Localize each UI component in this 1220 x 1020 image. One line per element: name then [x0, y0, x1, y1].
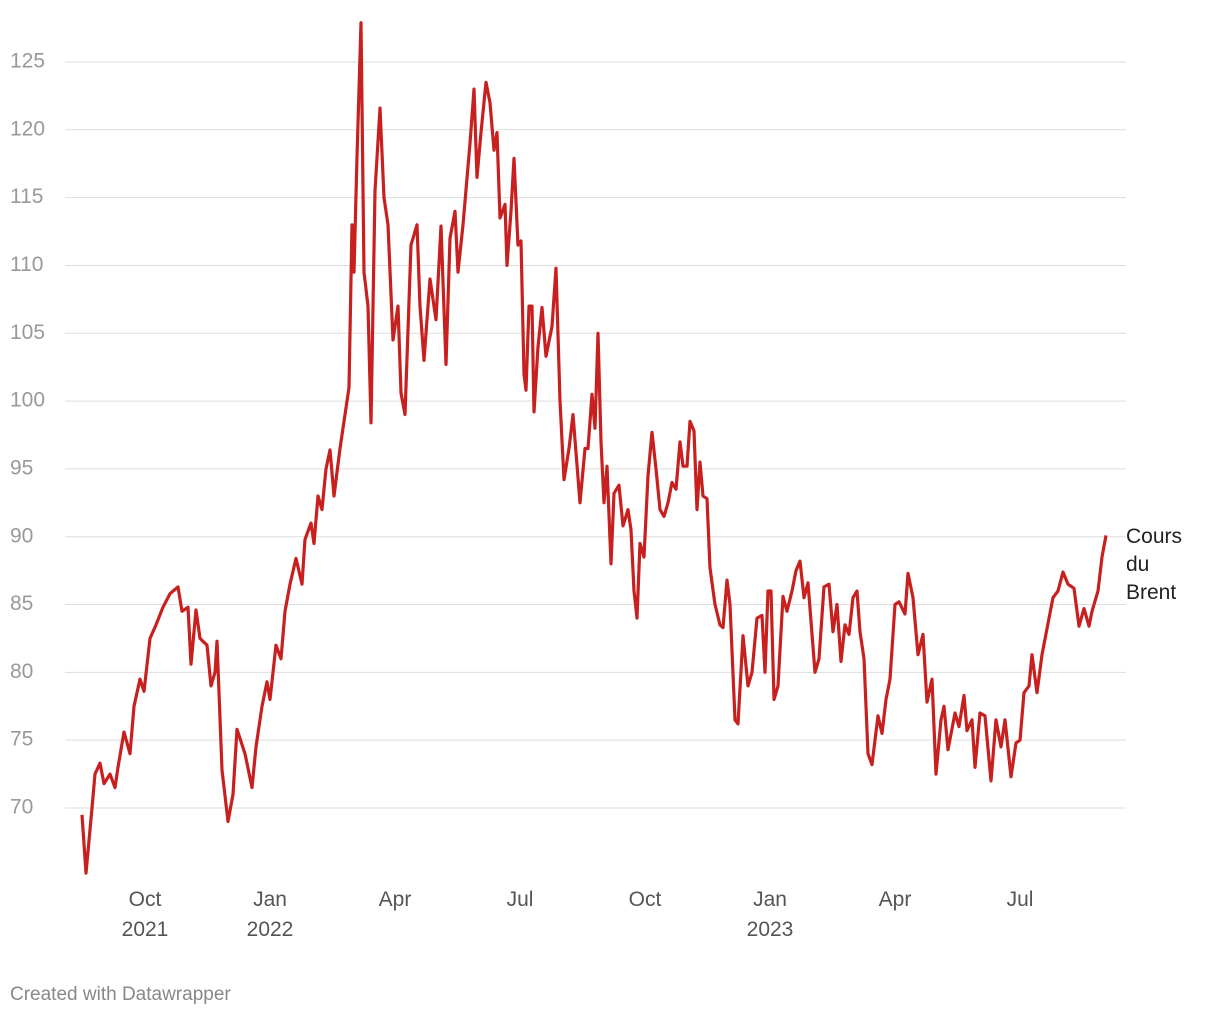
y-tick-label: 110 [10, 253, 43, 276]
y-tick-label: 90 [10, 524, 33, 547]
y-tick-label: 120 [10, 117, 45, 140]
x-tick-label: Oct 2021 [121, 888, 169, 941]
y-tick-label: 85 [10, 592, 33, 615]
y-tick-label: 125 [10, 50, 45, 73]
y-tick-label: 75 [10, 728, 33, 751]
y-tick-label: 95 [10, 456, 33, 479]
x-tick-label: Jan 2023 [746, 888, 794, 941]
y-tick-label: 105 [10, 321, 45, 344]
y-tick-label: 115 [10, 185, 43, 208]
x-tick-label: Jul [506, 888, 534, 911]
x-tick-label: Apr [878, 888, 912, 911]
x-tick-label: Oct [628, 888, 662, 911]
y-tick-label: 70 [10, 796, 33, 819]
series-label: Cours du Brent [1126, 525, 1183, 605]
x-tick-label: Jul [1006, 888, 1034, 911]
x-tick-label: Apr [378, 888, 412, 911]
footer: Created with Datawrapper [10, 984, 231, 1005]
y-tick-label: 100 [10, 389, 45, 412]
y-tick-label: 80 [10, 660, 33, 683]
x-tick-label: Jan 2022 [246, 888, 294, 941]
line [80, 21, 1108, 875]
